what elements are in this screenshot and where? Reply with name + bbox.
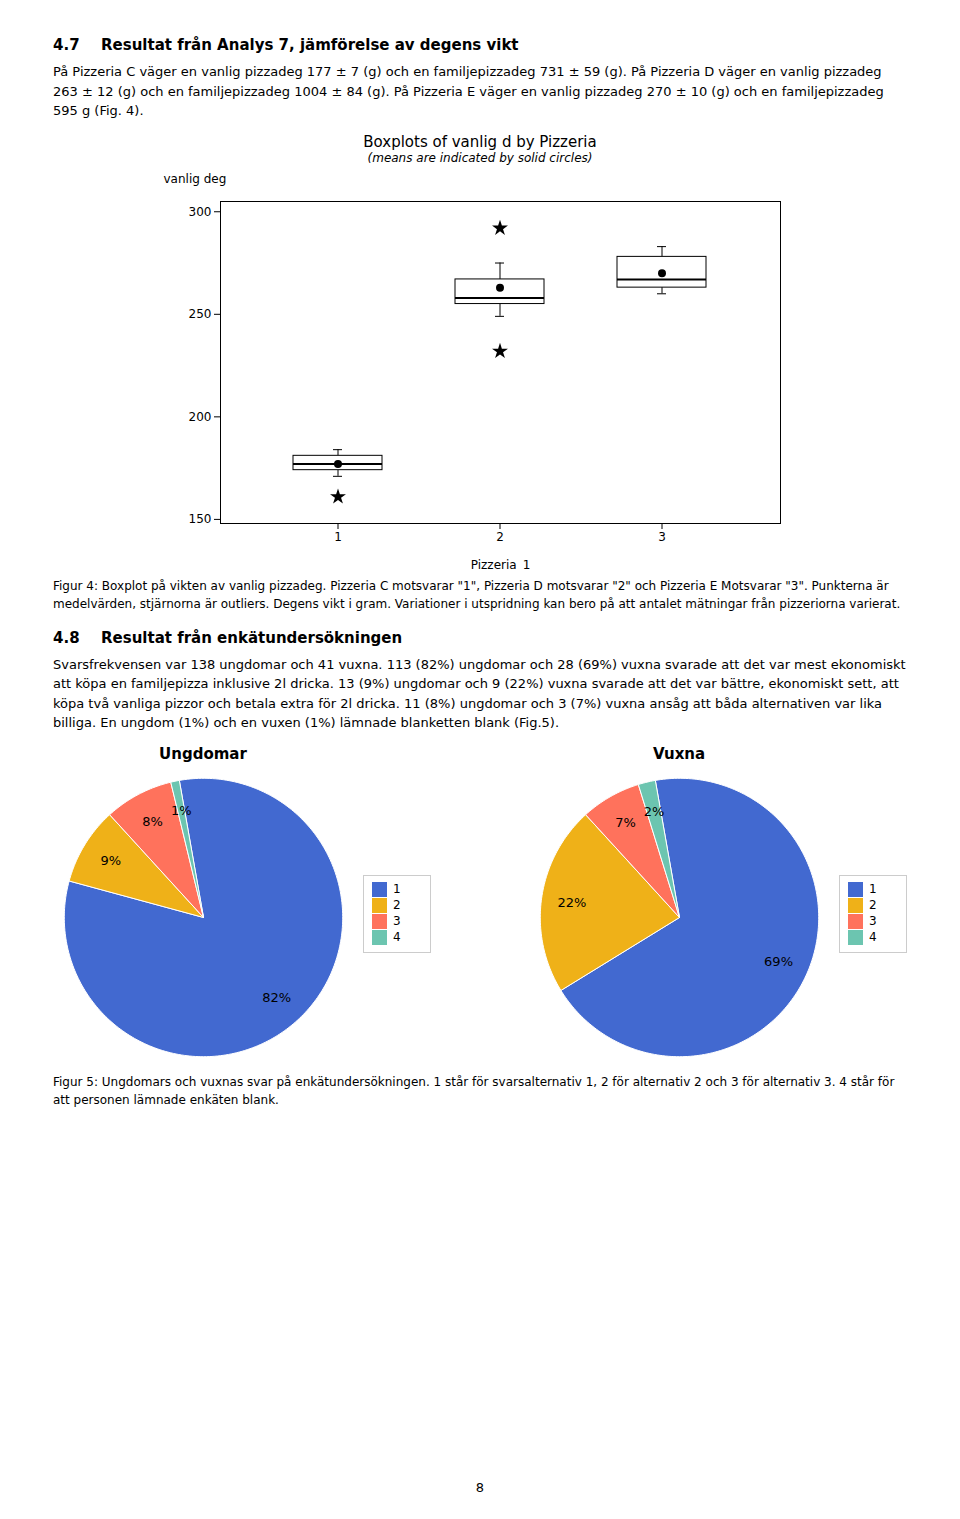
html-text:2: 2 [393, 898, 401, 912]
html-text:Figur 4: Boxplot på vikten av: Figur 4: Boxplot på vikten av vanlig piz… [53, 578, 901, 611]
svg-text:8%: 8% [142, 813, 163, 828]
html-text:Resultat från enkätundersöknin: Resultat från enkätundersökningen [101, 628, 403, 647]
svg-text:7%: 7% [615, 815, 636, 830]
svg-text:3: 3 [658, 530, 666, 544]
html-text:Vuxna: Vuxna [652, 744, 706, 763]
svg-text:150: 150 [189, 512, 212, 526]
html-text:1: 1 [393, 882, 401, 896]
html-text:Svarsfrekvensen var 138 ungdom: Svarsfrekvensen var 138 ungdomar och 41 … [53, 656, 906, 730]
html-text:2: 2 [869, 898, 877, 912]
svg-text:82%: 82% [262, 989, 291, 1004]
html-text:På Pizzeria C väger en vanlig: På Pizzeria C väger en vanlig pizzadeg 1… [53, 64, 884, 118]
html-text:Boxplots of vanlig d by Pizzer: Boxplots of vanlig d by Pizzeria [363, 132, 597, 151]
html-text:Resultat från Analys 7, jämför: Resultat från Analys 7, jämförelse av de… [101, 36, 519, 54]
svg-text:9%: 9% [101, 853, 122, 868]
svg-text:2%: 2% [644, 804, 665, 819]
svg-text:250: 250 [189, 307, 212, 321]
svg-text:22%: 22% [558, 894, 587, 909]
svg-text:2: 2 [496, 530, 504, 544]
html-text:1: 1 [869, 882, 877, 896]
html-text:(means are indicated by solid: (means are indicated by solid circles) [367, 150, 593, 165]
svg-text:Pizzeria_1: Pizzeria_1 [471, 557, 531, 571]
html-text:4: 4 [393, 930, 401, 944]
svg-text:1: 1 [334, 530, 342, 544]
svg-text:200: 200 [189, 409, 212, 423]
svg-text:300: 300 [189, 204, 212, 218]
svg-text:vanlig deg: vanlig deg [164, 172, 227, 186]
html-text:4: 4 [869, 930, 877, 944]
svg-text:69%: 69% [764, 954, 793, 969]
html-text:4.8: 4.8 [53, 628, 80, 647]
html-text:3: 3 [393, 914, 401, 928]
html-text:8: 8 [475, 1480, 485, 1495]
html-text:3: 3 [869, 914, 877, 928]
html-text:4.7: 4.7 [53, 36, 80, 54]
html-text:Figur 5: Ungdomars och vuxnas: Figur 5: Ungdomars och vuxnas svar på en… [53, 1074, 895, 1107]
svg-text:1%: 1% [171, 803, 192, 818]
html-text:Ungdomar: Ungdomar [159, 744, 247, 763]
